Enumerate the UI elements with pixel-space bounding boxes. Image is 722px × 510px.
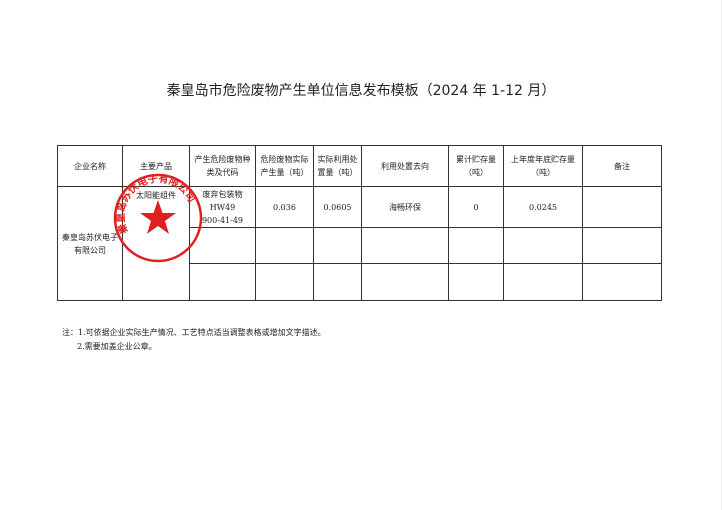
empty-cell: [503, 263, 583, 301]
header-cell: 企业名称: [57, 145, 123, 187]
cumulative-storage-cell: 0: [448, 186, 504, 228]
empty-cell: [448, 227, 504, 264]
header-cell: 实际利用处置量（吨）: [313, 145, 362, 187]
table-row: [58, 263, 662, 301]
remark-cell: [582, 186, 662, 228]
company-seal: 秦皇岛苏伏电子有限公司: [113, 172, 203, 263]
generated-cell: 0.036: [255, 186, 314, 228]
header-cell: 危险废物实际产生量（吨）: [255, 145, 314, 187]
empty-cell: [313, 263, 362, 301]
empty-cell: [361, 227, 449, 264]
empty-cell: [189, 263, 256, 301]
table-row: [58, 227, 662, 264]
header-cell: 利用处置去向: [361, 145, 449, 187]
note-1: 注：1.可依据企业实际生产情况、工艺特点适当调整表格或增加文字描述。: [62, 328, 326, 337]
empty-cell: [255, 263, 314, 301]
empty-cell: [313, 227, 362, 264]
empty-cell: [255, 227, 314, 264]
waste-code: 900-41-49: [201, 215, 244, 225]
company-cell: 秦皇岛苏伏电子有限公司: [57, 186, 123, 301]
waste-class: HW49: [209, 202, 236, 212]
note-2: 2.需要加盖企业公章。: [77, 342, 157, 351]
empty-cell: [582, 263, 662, 301]
product-cell: 太阳能组件: [122, 186, 190, 301]
table-row: 秦皇岛苏伏电子有限公司 太阳能组件 废弃包装物 HW49 900-41-49 0.0…: [57, 186, 662, 301]
waste-name: 废弃包装物: [202, 189, 243, 199]
empty-cell: [448, 263, 504, 301]
header-cell: 累计贮存量（吨）: [448, 145, 504, 187]
header-cell: 上年度年底贮存量（吨）: [503, 145, 583, 187]
empty-cell: [582, 227, 662, 264]
notes: 注：1.可依据企业实际生产情况、工艺特点适当调整表格或增加文字描述。 2.需要加…: [62, 326, 326, 354]
disposed-cell: 0.0605: [313, 186, 362, 228]
info-table: 企业名称 主要产品 产生危险废物种类及代码 危险废物实际产生量（吨） 实际利用处…: [57, 145, 662, 301]
destination-cell: 海畅环保: [361, 186, 449, 228]
empty-cell: [361, 263, 449, 301]
page-title: 秦皇岛市危险废物产生单位信息发布模板（2024 年 1-12 月）: [166, 83, 556, 99]
header-row: 企业名称 主要产品 产生危险废物种类及代码 危险废物实际产生量（吨） 实际利用处…: [57, 145, 662, 187]
empty-cell: [503, 227, 583, 264]
last-year-storage-cell: 0.0245: [503, 186, 583, 228]
header-cell: 备注: [582, 145, 662, 187]
